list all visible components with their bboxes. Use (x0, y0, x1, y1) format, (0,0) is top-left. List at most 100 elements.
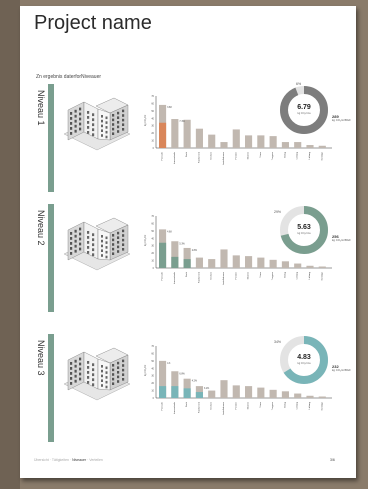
donut-percent-left: 29% (274, 210, 282, 214)
bar (294, 142, 302, 148)
total-unit: kg CO₂/m²BGF (332, 238, 351, 242)
y-tick-label: 10 (151, 260, 154, 263)
x-tick-label: Installationen (222, 151, 225, 165)
bar (195, 128, 203, 148)
x-tick-label: Sonstige (320, 151, 323, 160)
y-tick-label: 30 (151, 245, 154, 248)
bar-chart: 70 60 50 40 30 20 10 0 kg CO₂/m² Fassade Innenwänd… (144, 345, 332, 415)
section-accent-bar (48, 84, 54, 192)
bar (183, 247, 191, 268)
background-strip (0, 0, 20, 489)
donut-unit: kg CO₂/m²a (297, 232, 311, 235)
y-tick-label: 10 (151, 140, 154, 143)
x-tick-label: Innenwände (174, 401, 176, 414)
y-tick-label: 10 (151, 390, 154, 393)
highlight-bar (195, 392, 203, 398)
y-tick-label: 40 (151, 117, 154, 120)
donut-percent-top: 6% (296, 82, 302, 86)
donut-arc (280, 206, 328, 254)
x-tick-label: Türen (259, 271, 262, 277)
bar (245, 135, 253, 148)
bar (220, 142, 228, 148)
x-tick-label: Fenster (234, 272, 237, 280)
total-value: 256 (332, 234, 339, 239)
y-axis-label: kg CO₂/m² (144, 115, 147, 126)
data-label: 4.2% (192, 381, 197, 383)
bar (171, 119, 179, 148)
footer-item[interactable]: Verteilen (89, 458, 103, 462)
data-label: 5.3% (179, 243, 184, 245)
total-unit: kg CO₂/m²BGF (332, 368, 351, 372)
building-axonometric-image (63, 97, 131, 151)
x-tick-label: Treppen (271, 401, 274, 410)
donut-arc (280, 336, 328, 384)
total-value: 232 (332, 364, 339, 369)
x-tick-label: Leitung (296, 401, 299, 409)
x-tick-label: Sonstige (320, 271, 323, 280)
donut-value: 6.79 (297, 104, 311, 111)
donut-value: 5.63 (297, 224, 311, 231)
highlight-bar (159, 122, 167, 148)
footer-item[interactable]: Übersicht (34, 458, 49, 462)
donut-arc (280, 86, 328, 134)
y-tick-label: 30 (151, 125, 154, 128)
bar (318, 396, 326, 398)
y-tick-label: 70 (151, 345, 154, 348)
donut-chart (280, 336, 328, 384)
data-label: 2.8% (192, 250, 197, 252)
section-niveau-3: Niveau 3 70 60 50 40 30 20 10 0 kg CO₂/m² Fassade I… (28, 334, 351, 454)
donut-chart (280, 86, 328, 134)
x-tick-label: Dach (186, 401, 188, 407)
data-label: 3.1% (204, 388, 209, 390)
bar-chart: 70 60 50 40 30 20 10 0 kg CO₂/m² Fassade Innenwänd… (144, 95, 332, 165)
x-tick-label: Installationen (222, 271, 225, 285)
x-tick-label: Fundament (197, 272, 200, 283)
bar (294, 393, 302, 398)
data-label: 4.68 (167, 231, 172, 233)
highlight-bar (183, 388, 191, 398)
section-niveau-2: Niveau 2 70 60 50 40 30 20 10 0 kg CO₂/m² Fassade I… (28, 204, 351, 324)
bar (257, 257, 265, 268)
bar (171, 241, 179, 268)
page-subtitle: Zn ergebnis daterforNiveauer (36, 74, 102, 80)
bar (245, 256, 253, 268)
bar (220, 249, 228, 268)
total-value: 289 (332, 114, 339, 119)
x-tick-label: Fundament (197, 402, 200, 413)
bar (245, 386, 253, 398)
donut-unit: kg CO₂/m²a (297, 362, 311, 365)
x-tick-label: Türen (259, 401, 262, 407)
x-tick-label: Lüftung (308, 271, 311, 279)
y-tick-label: 0 (153, 267, 155, 270)
y-tick-label: 20 (151, 252, 154, 255)
y-tick-label: 20 (151, 132, 154, 135)
y-tick-label: 70 (151, 95, 154, 98)
y-tick-label: 30 (151, 375, 154, 378)
bar (294, 263, 302, 268)
x-tick-label: Fassade (162, 401, 164, 410)
section-label: Niveau 2 (36, 210, 46, 246)
footer-item-active[interactable]: Niveauer (72, 458, 87, 462)
x-tick-label: Sonstige (320, 401, 323, 410)
data-label: 4.3 (167, 363, 171, 365)
x-tick-label: Installationen (222, 401, 225, 415)
x-tick-label: Fenster (234, 152, 237, 160)
bar (183, 119, 191, 148)
section-niveau-1: Niveau 1 70 60 50 40 30 20 10 0 kg CO₂/m² Fassade I… (28, 82, 351, 204)
y-tick-label: 40 (151, 237, 154, 240)
section-accent-bar (48, 204, 54, 312)
x-tick-label: Lüftung (308, 401, 311, 409)
page-number: 3/6 (330, 458, 335, 462)
footer-item[interactable]: Tätigkeiten (51, 458, 69, 462)
bar (306, 265, 314, 268)
y-axis-label: kg CO₂/m² (144, 365, 147, 376)
highlight-bar (171, 256, 179, 268)
bar (208, 134, 216, 148)
bar (318, 145, 326, 148)
bar (159, 360, 167, 398)
y-tick-label: 0 (153, 147, 155, 150)
document-page: Project name Zn ergebnis daterforNiveaue… (20, 6, 356, 478)
x-tick-label: Fassade (162, 151, 164, 160)
x-tick-label: Fundament (197, 152, 200, 163)
y-tick-label: 50 (151, 230, 154, 233)
